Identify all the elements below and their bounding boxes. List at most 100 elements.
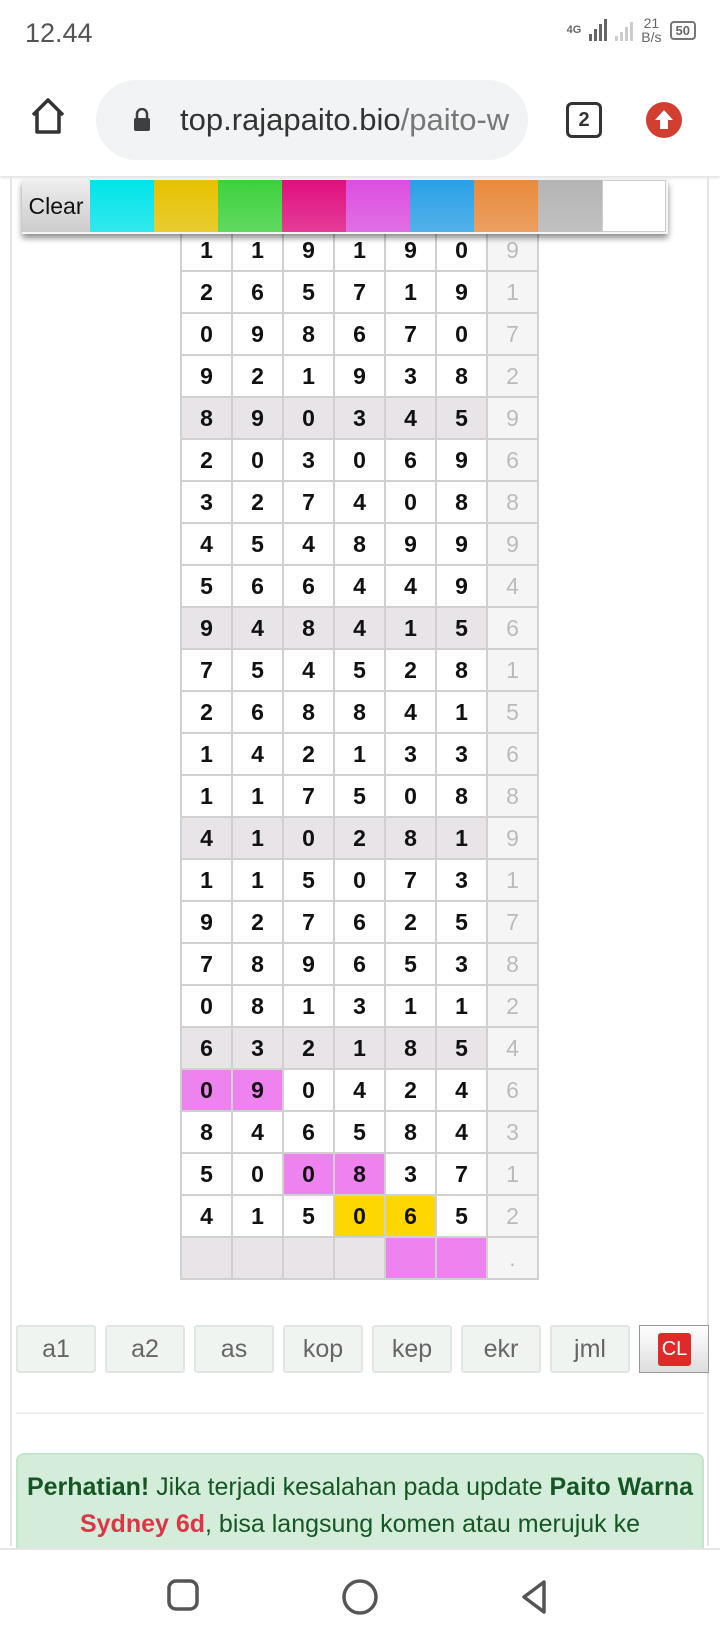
digit-cell[interactable]: 7 (384, 858, 437, 902)
digit-cell[interactable]: 8 (282, 606, 335, 650)
sum-cell[interactable]: 8 (486, 942, 539, 986)
digit-cell[interactable]: 4 (180, 1194, 233, 1238)
digit-cell[interactable]: 0 (282, 396, 335, 440)
digit-cell[interactable]: 0 (435, 312, 488, 356)
digit-cell[interactable]: 2 (333, 816, 386, 860)
digit-cell[interactable]: 6 (231, 690, 284, 734)
sum-cell[interactable]: 2 (486, 1194, 539, 1238)
digit-cell[interactable]: 8 (384, 816, 437, 860)
update-icon[interactable] (646, 102, 682, 138)
digit-cell[interactable]: 5 (435, 396, 488, 440)
digit-cell[interactable]: 8 (282, 312, 335, 356)
digit-cell[interactable]: 3 (384, 732, 437, 776)
clear-all-button[interactable]: CL (639, 1325, 709, 1373)
digit-cell[interactable]: 1 (231, 228, 284, 272)
digit-cell[interactable]: 5 (435, 1194, 488, 1238)
digit-cell[interactable]: 9 (435, 270, 488, 314)
digit-cell[interactable]: 5 (384, 942, 437, 986)
digit-cell[interactable]: 9 (333, 354, 386, 398)
digit-cell[interactable]: 8 (231, 984, 284, 1028)
digit-cell[interactable]: 9 (180, 900, 233, 944)
digit-cell[interactable]: 6 (282, 1110, 335, 1154)
digit-cell[interactable]: 0 (282, 1152, 335, 1196)
digit-cell[interactable]: 3 (333, 396, 386, 440)
digit-cell[interactable]: 0 (435, 228, 488, 272)
digit-cell[interactable]: 9 (180, 354, 233, 398)
digit-cell[interactable]: 5 (333, 648, 386, 692)
digit-cell[interactable]: 1 (333, 732, 386, 776)
button-ekr[interactable]: ekr (461, 1325, 541, 1373)
digit-cell[interactable]: 8 (435, 480, 488, 524)
digit-cell[interactable]: 9 (231, 396, 284, 440)
digit-cell[interactable]: 1 (231, 774, 284, 818)
digit-cell[interactable]: 6 (231, 564, 284, 608)
digit-cell[interactable]: 8 (333, 522, 386, 566)
digit-cell[interactable]: 6 (384, 438, 437, 482)
sum-cell[interactable]: 9 (486, 228, 539, 272)
button-kop[interactable]: kop (283, 1325, 363, 1373)
home-icon[interactable] (28, 96, 68, 136)
digit-cell[interactable]: 5 (435, 606, 488, 650)
digit-cell[interactable]: 9 (435, 438, 488, 482)
digit-cell[interactable]: 2 (384, 900, 437, 944)
digit-cell[interactable]: 5 (180, 1152, 233, 1196)
color-swatch[interactable] (538, 180, 602, 232)
digit-cell[interactable]: 6 (384, 1194, 437, 1238)
color-swatch[interactable] (474, 180, 538, 232)
digit-cell[interactable]: 5 (333, 774, 386, 818)
sum-cell[interactable]: 4 (486, 564, 539, 608)
digit-cell[interactable]: 4 (231, 732, 284, 776)
sum-cell[interactable]: 7 (486, 900, 539, 944)
digit-cell[interactable]: 9 (435, 564, 488, 608)
sum-cell[interactable]: 3 (486, 1110, 539, 1154)
digit-cell[interactable]: 3 (435, 942, 488, 986)
digit-cell[interactable]: 7 (333, 270, 386, 314)
digit-cell[interactable]: 9 (180, 606, 233, 650)
sum-cell[interactable]: 6 (486, 732, 539, 776)
digit-cell[interactable]: 1 (384, 606, 437, 650)
sum-cell[interactable]: 1 (486, 270, 539, 314)
digit-cell[interactable]: 7 (180, 942, 233, 986)
digit-cell[interactable]: 7 (282, 480, 335, 524)
digit-cell[interactable]: 1 (180, 228, 233, 272)
digit-cell[interactable]: 4 (333, 480, 386, 524)
digit-cell[interactable]: 0 (384, 774, 437, 818)
digit-cell[interactable]: 8 (384, 1026, 437, 1070)
digit-cell[interactable]: 4 (282, 522, 335, 566)
digit-cell[interactable]: 4 (282, 648, 335, 692)
market-link[interactable]: Sydney 6d (79, 1510, 206, 1538)
digit-cell[interactable]: 2 (282, 1026, 335, 1070)
home-nav-button[interactable] (341, 1578, 379, 1621)
digit-cell[interactable]: 6 (180, 1026, 233, 1070)
digit-cell[interactable]: 7 (435, 1152, 488, 1196)
digit-cell[interactable]: 1 (435, 690, 488, 734)
digit-cell[interactable]: 4 (333, 1068, 386, 1112)
color-swatch[interactable] (218, 180, 282, 232)
sum-cell[interactable]: 6 (486, 438, 539, 482)
digit-cell[interactable]: 0 (180, 1068, 233, 1112)
digit-cell[interactable]: 0 (282, 816, 335, 860)
digit-cell[interactable]: 2 (384, 1068, 437, 1112)
digit-cell[interactable]: 2 (282, 732, 335, 776)
color-swatch[interactable] (282, 180, 346, 232)
digit-cell[interactable]: 1 (231, 858, 284, 902)
color-swatch[interactable] (346, 180, 410, 232)
digit-cell[interactable]: 1 (435, 984, 488, 1028)
digit-cell[interactable]: 4 (231, 606, 284, 650)
digit-cell[interactable]: 5 (282, 270, 335, 314)
digit-cell[interactable]: 5 (282, 1194, 335, 1238)
digit-cell[interactable]: 8 (180, 1110, 233, 1154)
digit-cell[interactable]: 0 (333, 1194, 386, 1238)
digit-cell[interactable]: 2 (231, 354, 284, 398)
digit-cell[interactable]: 0 (384, 480, 437, 524)
color-swatch[interactable] (602, 180, 666, 232)
digit-cell[interactable] (384, 1236, 437, 1280)
digit-cell[interactable]: 6 (231, 270, 284, 314)
button-jml[interactable]: jml (550, 1325, 630, 1373)
digit-cell[interactable]: 9 (435, 522, 488, 566)
digit-cell[interactable]: 8 (435, 354, 488, 398)
digit-cell[interactable]: 9 (384, 228, 437, 272)
digit-cell[interactable]: 1 (180, 732, 233, 776)
digit-cell[interactable]: 4 (384, 690, 437, 734)
digit-cell[interactable]: 0 (333, 438, 386, 482)
